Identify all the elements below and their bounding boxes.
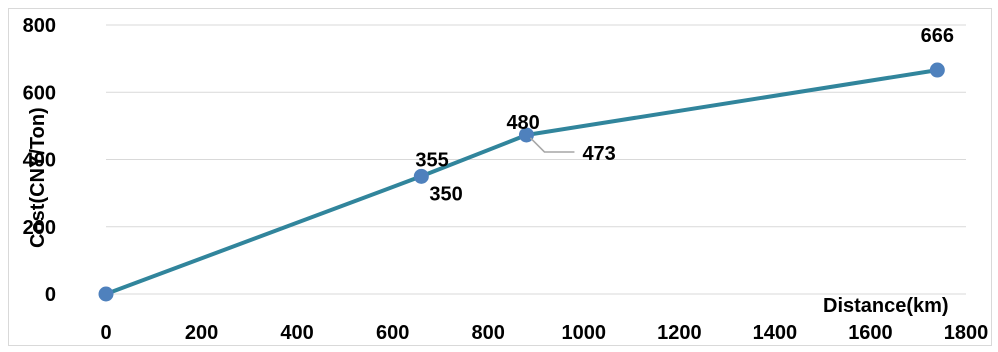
y-tick-label: 800 [23, 15, 56, 37]
x-tick-label: 1600 [848, 322, 893, 344]
x-tick-label: 600 [376, 322, 409, 344]
y-tick-label: 400 [23, 150, 56, 172]
y-axis-ticks: 0 200 400 600 800 [23, 15, 56, 306]
series-line [105, 68, 938, 296]
data-label: 350 [429, 183, 462, 205]
data-label: 480 [506, 112, 539, 134]
data-label: 473 [582, 143, 615, 165]
y-tick-label: 600 [23, 82, 56, 104]
series-markers [98, 62, 945, 302]
chart-frame [8, 8, 992, 346]
x-tick-label: 1000 [562, 322, 607, 344]
data-point-marker [929, 62, 945, 78]
data-labels: 355 350 480 473 666 [415, 25, 954, 205]
data-label: 355 [415, 149, 448, 171]
y-tick-label: 0 [45, 284, 56, 306]
x-tick-label: 800 [472, 322, 505, 344]
data-label: 666 [921, 25, 954, 47]
data-label-leader-line [529, 137, 575, 153]
x-tick-label: 0 [100, 322, 111, 344]
x-tick-label: 1400 [753, 322, 798, 344]
x-tick-label: 1200 [657, 322, 702, 344]
x-tick-label: 1800 [944, 322, 989, 344]
x-tick-label: 400 [280, 322, 313, 344]
x-tick-label: 200 [185, 322, 218, 344]
y-axis-label: Cost(CNY/Ton) [27, 107, 49, 248]
y-tick-label: 200 [23, 217, 56, 239]
gridlines [106, 24, 966, 295]
data-point-marker [98, 286, 114, 302]
x-axis-label: Distance(km) [823, 295, 949, 317]
x-axis-ticks: 0 200 400 600 800 1000 1200 1400 1600 1800 [100, 322, 988, 344]
data-point-marker [413, 168, 429, 184]
